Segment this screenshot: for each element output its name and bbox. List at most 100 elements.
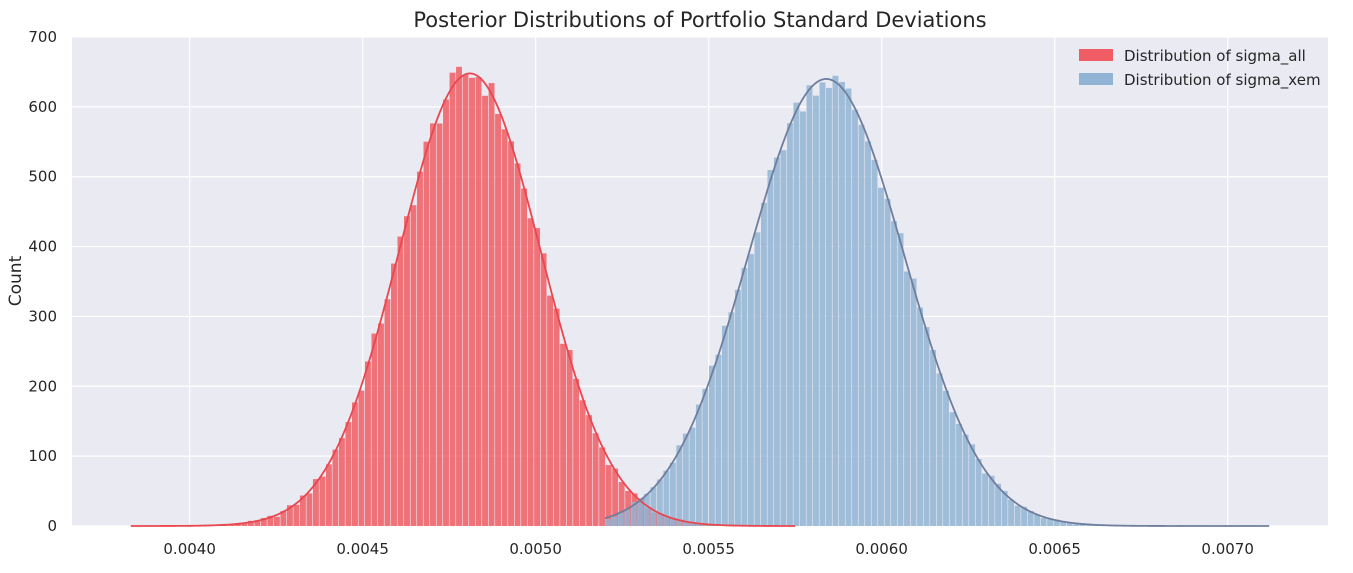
bar-sigma-xem xyxy=(982,473,988,526)
bar-sigma-all xyxy=(476,77,482,526)
y-tick-label-4: 400 xyxy=(28,238,57,256)
bar-sigma-xem xyxy=(1041,518,1047,526)
bar-sigma-xem xyxy=(846,89,852,526)
bar-sigma-xem xyxy=(650,487,656,526)
bar-sigma-all xyxy=(365,362,371,526)
bar-sigma-xem xyxy=(676,445,682,526)
x-tick-label-5: 0.0065 xyxy=(1028,540,1081,558)
bar-sigma-xem xyxy=(930,350,936,526)
bar-sigma-all xyxy=(319,477,325,526)
bar-sigma-all xyxy=(385,299,391,526)
bar-sigma-xem xyxy=(696,405,702,526)
bar-sigma-xem xyxy=(748,254,754,526)
bar-sigma-xem xyxy=(644,494,650,526)
bar-sigma-all xyxy=(352,402,358,526)
y-tick-label-1: 100 xyxy=(28,447,57,465)
bar-sigma-xem xyxy=(702,389,708,526)
bar-sigma-xem xyxy=(709,366,715,526)
x-tick-label-6: 0.0070 xyxy=(1201,540,1254,558)
bar-sigma-xem xyxy=(891,221,897,526)
bar-sigma-all xyxy=(469,78,475,526)
bar-sigma-all xyxy=(424,142,430,526)
bar-sigma-xem xyxy=(878,188,884,526)
bar-sigma-all xyxy=(463,75,469,526)
bar-sigma-xem xyxy=(800,111,806,526)
bar-sigma-all xyxy=(593,433,599,526)
bar-sigma-xem xyxy=(833,76,839,526)
bar-sigma-xem xyxy=(917,308,923,526)
bar-sigma-xem xyxy=(611,517,617,526)
bar-sigma-all xyxy=(521,189,527,526)
x-tick-label-0: 0.0040 xyxy=(163,540,216,558)
legend-swatch-sigma-all xyxy=(1079,49,1113,61)
bar-sigma-all xyxy=(567,350,573,526)
bar-sigma-all xyxy=(534,228,540,526)
bar-sigma-all xyxy=(599,447,605,526)
bar-sigma-xem xyxy=(969,444,975,526)
bar-sigma-all xyxy=(541,253,547,526)
bar-sigma-xem xyxy=(852,110,858,526)
y-tick-label-3: 300 xyxy=(28,307,57,325)
chart-title: Posterior Distributions of Portfolio Sta… xyxy=(413,8,986,32)
bar-sigma-xem xyxy=(963,435,969,526)
bar-sigma-xem xyxy=(624,510,630,526)
bar-sigma-xem xyxy=(885,199,891,526)
bar-sigma-all xyxy=(450,73,456,526)
bar-sigma-all xyxy=(391,264,397,526)
bar-sigma-all xyxy=(437,124,443,526)
bar-sigma-all xyxy=(293,505,299,526)
bar-sigma-all xyxy=(515,163,521,526)
bar-sigma-xem xyxy=(657,479,663,526)
bar-sigma-all xyxy=(580,400,586,526)
bar-sigma-all xyxy=(332,450,338,526)
bar-sigma-all xyxy=(306,493,312,526)
bar-sigma-xem xyxy=(618,513,624,526)
y-tick-label-7: 700 xyxy=(28,28,57,46)
y-tick-label-5: 500 xyxy=(28,168,57,186)
x-tick-label-3: 0.0055 xyxy=(682,540,735,558)
bar-sigma-xem xyxy=(683,434,689,526)
bar-sigma-xem xyxy=(976,459,982,526)
bar-sigma-xem xyxy=(839,82,845,526)
bar-sigma-all xyxy=(430,123,436,526)
bar-sigma-xem xyxy=(1008,500,1014,526)
bar-sigma-xem xyxy=(754,232,760,526)
x-tick-label-4: 0.0060 xyxy=(855,540,908,558)
bar-sigma-all xyxy=(560,344,566,526)
bar-sigma-xem xyxy=(865,141,871,526)
bar-sigma-all xyxy=(508,141,514,526)
bar-sigma-xem xyxy=(820,82,826,526)
bar-sigma-all xyxy=(411,205,417,526)
bar-sigma-all xyxy=(482,96,488,526)
bar-sigma-all xyxy=(417,172,423,526)
bar-sigma-xem xyxy=(722,326,728,526)
bar-sigma-xem xyxy=(950,412,956,526)
bar-sigma-all xyxy=(378,324,384,526)
x-tick-label-1: 0.0045 xyxy=(336,540,389,558)
bar-sigma-xem xyxy=(767,170,773,526)
bar-sigma-xem xyxy=(807,85,813,526)
bar-sigma-all xyxy=(456,67,462,526)
bar-sigma-xem xyxy=(689,428,695,526)
bar-sigma-all xyxy=(339,438,345,526)
bar-sigma-all xyxy=(489,83,495,526)
bar-sigma-xem xyxy=(637,500,643,526)
legend-label-sigma-all: Distribution of sigma_all xyxy=(1124,47,1306,66)
bar-sigma-xem xyxy=(898,233,904,526)
bar-sigma-xem xyxy=(911,279,917,526)
bar-sigma-xem xyxy=(937,373,943,526)
bar-sigma-xem xyxy=(761,203,767,526)
y-tick-label-0: 0 xyxy=(47,517,57,535)
bar-sigma-xem xyxy=(728,312,734,526)
bar-sigma-all xyxy=(372,334,378,526)
bar-sigma-xem xyxy=(989,476,995,526)
y-axis-label: Count xyxy=(6,255,26,306)
bar-sigma-all xyxy=(404,216,410,526)
bar-sigma-xem xyxy=(780,150,786,526)
bar-sigma-xem xyxy=(715,355,721,526)
y-tick-label-6: 600 xyxy=(28,98,57,116)
bar-sigma-all xyxy=(573,379,579,526)
